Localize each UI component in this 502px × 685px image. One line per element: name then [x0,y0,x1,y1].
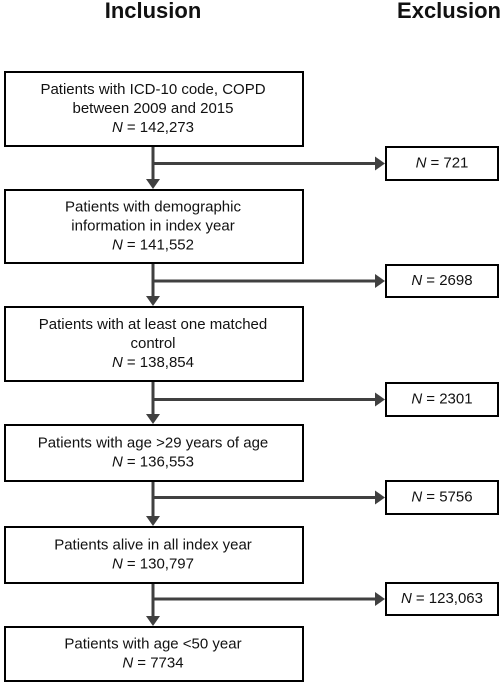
count-value: = 136,553 [127,453,194,470]
box-line: Patients with at least one matched [39,316,267,333]
count: N = 7734 [122,654,183,671]
count-symbol: N [411,488,422,505]
count: N = 5756 [411,488,472,505]
count: N = 142,273 [112,119,194,136]
count-symbol: N [411,390,422,407]
inclusion-box [4,189,304,264]
count-value: = 142,273 [127,119,194,136]
count: N = 141,552 [112,236,194,253]
box-line: Patients with ICD-10 code, COPD [40,81,265,98]
arrow-head [375,274,385,288]
box-line: Patients with age <50 year [64,635,241,652]
count-value: = 130,797 [127,555,194,572]
arrow-head [146,616,160,626]
count-value: = 2698 [426,272,472,289]
exclusion-header: Exclusion [397,0,501,23]
arrow-head [375,156,385,171]
inclusion-header: Inclusion [105,0,202,23]
count: N = 2301 [411,390,472,407]
count: N = 721 [416,154,469,171]
count-symbol: N [416,154,427,171]
inclusion-box [4,306,304,382]
count-value: = 138,854 [127,354,194,371]
count-value: = 5756 [426,488,472,505]
exclusion-box [385,146,499,181]
count-value: = 123,063 [416,590,483,607]
arrow-head [146,296,160,306]
exclusion-box [385,264,499,298]
arrow-head [146,414,160,424]
inclusion-box [4,526,304,584]
count-symbol: N [112,555,123,572]
count-symbol: N [112,453,123,470]
arrow-head [375,392,385,407]
count: N = 123,063 [401,590,483,607]
count-value: = 141,552 [127,236,194,253]
arrow-head [375,592,385,606]
inclusion-box [4,424,304,482]
count: N = 138,854 [112,354,194,371]
count: N = 130,797 [112,555,194,572]
exclusion-box [385,582,499,616]
count: N = 136,553 [112,453,194,470]
inclusion-box [4,626,304,682]
exclusion-box [385,480,499,515]
count-symbol: N [112,236,123,253]
box-line: Patients with demographic [65,198,241,215]
count-symbol: N [122,654,133,671]
arrow-head [146,516,160,526]
exclusion-box [385,382,499,417]
box-line: between 2009 and 2015 [73,100,234,117]
count-symbol: N [401,590,412,607]
count-value: = 721 [430,154,468,171]
box-line: information in index year [71,217,234,234]
inclusion-box [4,71,304,147]
arrow-head [375,490,385,505]
box-line: Patients with age >29 years of age [38,434,269,451]
count-symbol: N [411,272,422,289]
count-value: = 2301 [426,390,472,407]
count: N = 2698 [411,272,472,289]
box-line: Patients alive in all index year [54,536,252,553]
count-symbol: N [112,354,123,371]
box-line: control [130,335,175,352]
count-value: = 7734 [137,654,183,671]
count-symbol: N [112,119,123,136]
arrow-head [146,179,160,189]
